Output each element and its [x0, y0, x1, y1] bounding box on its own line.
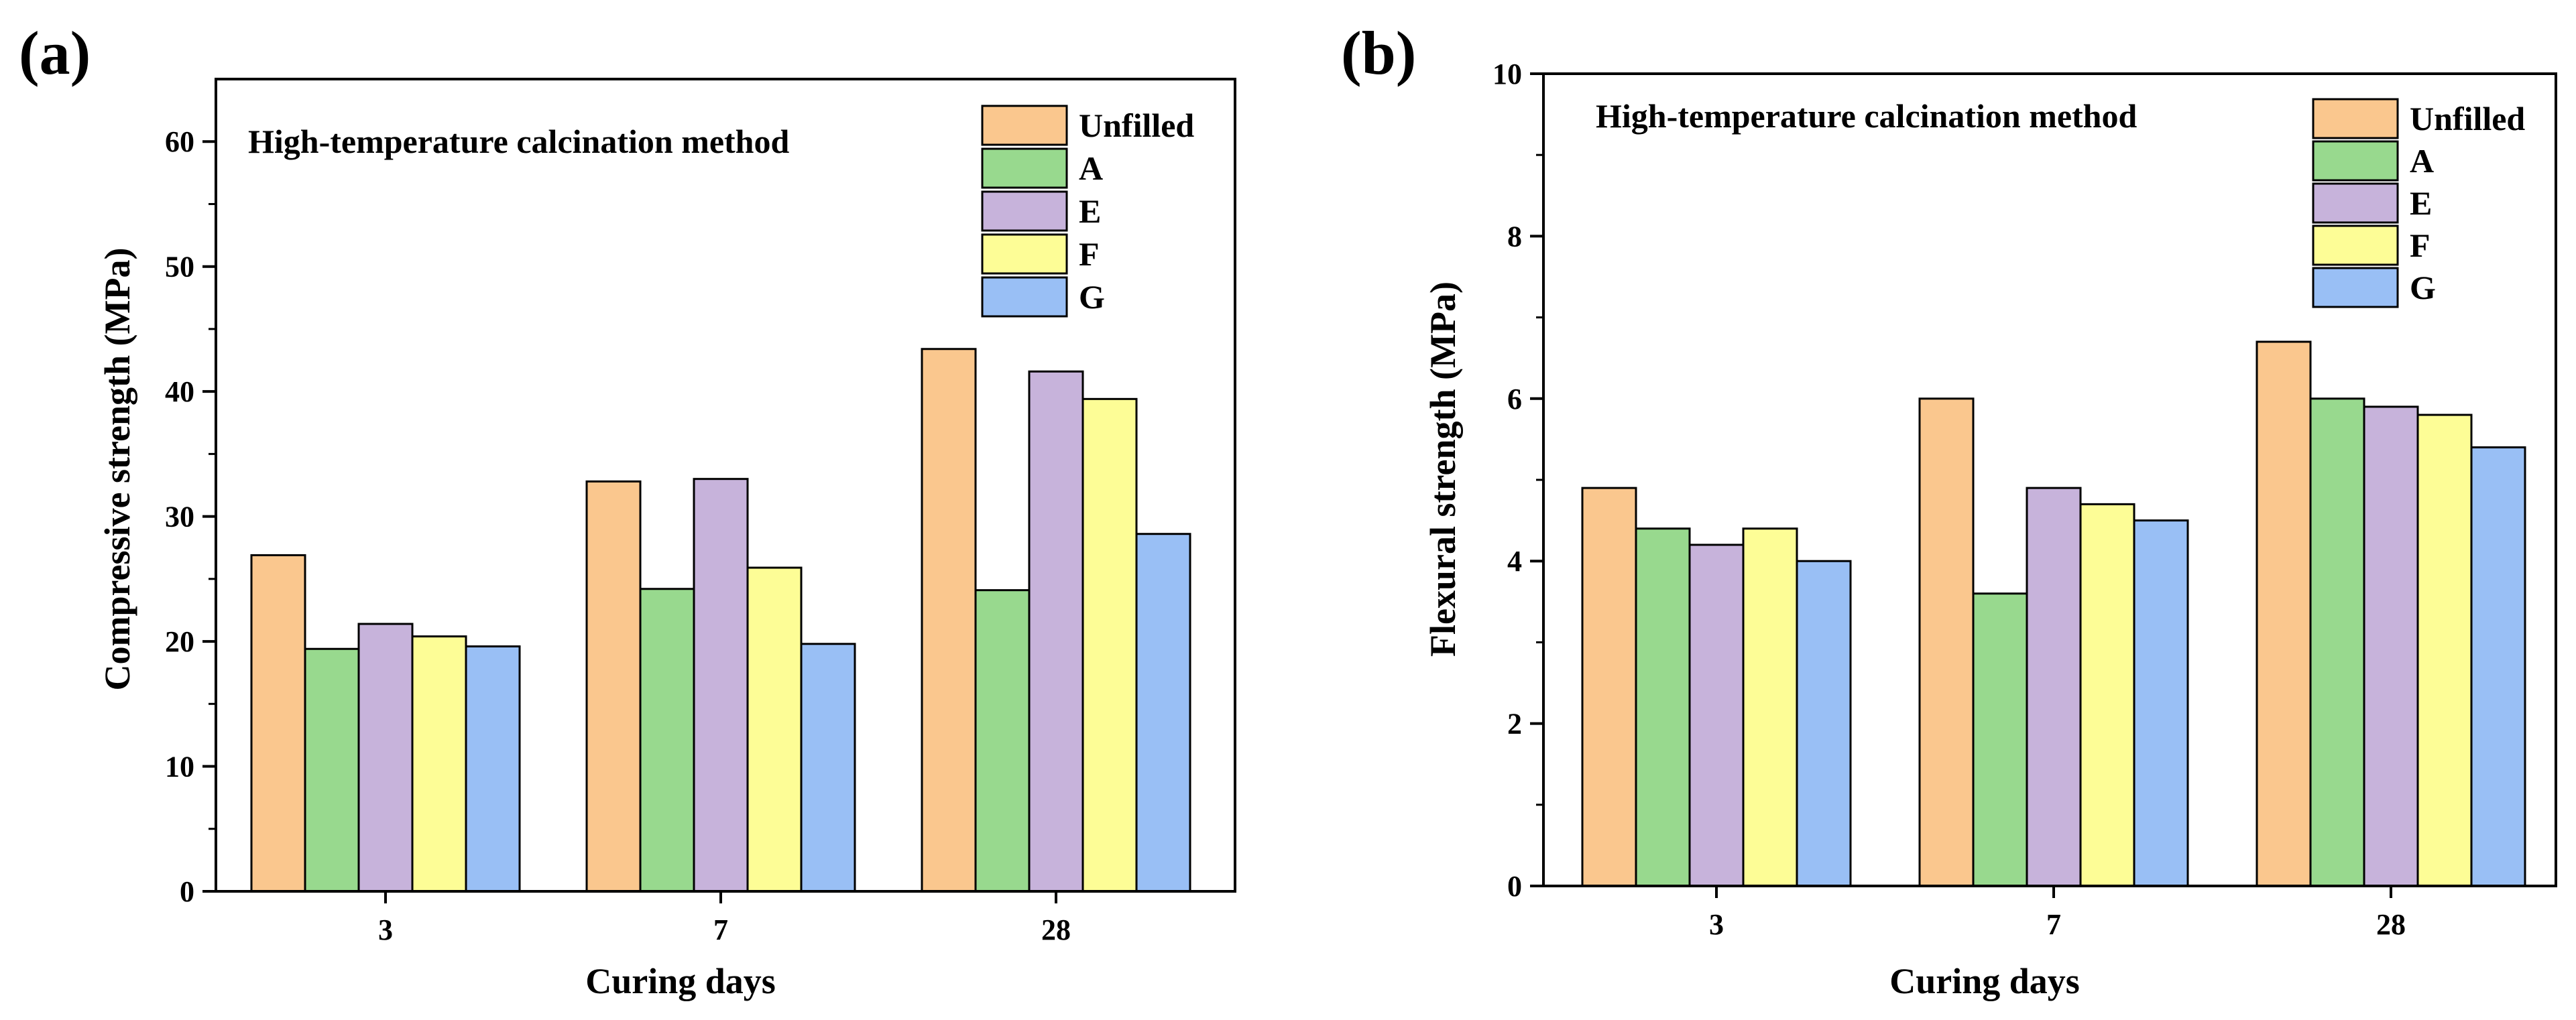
x-tick-label-b-28: 28 [2376, 908, 2406, 941]
y-axis-title-b: Flexural strength (MPa) [1423, 281, 1463, 657]
annotation-b: High-temperature calcination method [1596, 97, 2137, 135]
y-axis-title-a: Compressive strength (MPa) [97, 248, 137, 691]
legend-label-a-g: G [1079, 278, 1105, 316]
bar-a-unfilled-day-28 [921, 348, 977, 893]
legend-swatch-b-f [2312, 225, 2399, 266]
bar-b-e-day-28 [2363, 405, 2419, 887]
bar-b-unfilled-day-7 [1918, 397, 1975, 887]
bar-a-unfilled-day-3 [250, 554, 306, 893]
y-tick-label-b-0: 0 [1507, 870, 1522, 903]
legend-label-a-f: F [1079, 235, 1100, 273]
y-ticks-a: 0 10 20 30 40 50 60 [165, 125, 216, 908]
legend-label-a-a: A [1079, 149, 1103, 187]
bar-a-g-day-7 [800, 643, 856, 893]
bar-b-a-day-3 [1635, 527, 1691, 887]
x-axis-title-b: Curing days [1889, 961, 2080, 1001]
bar-a-e-day-3 [357, 623, 414, 893]
y-tick-label-b-10: 10 [1492, 58, 1522, 90]
x-tick-label-b-7: 7 [2046, 908, 2061, 941]
legend-label-b-f: F [2410, 227, 2431, 264]
bars-a [250, 348, 1191, 893]
legend-label-a-unfilled: Unfilled [1079, 107, 1194, 144]
bar-a-f-day-3 [411, 635, 467, 893]
bar-b-a-day-28 [2309, 397, 2365, 887]
legend-swatch-a-a [981, 147, 1068, 189]
bar-b-unfilled-day-3 [1581, 487, 1637, 887]
legend-label-b-a: A [2410, 142, 2434, 180]
bar-b-g-day-28 [2470, 446, 2526, 887]
y-tick-label-a-50: 50 [165, 251, 194, 283]
bar-a-g-day-28 [1135, 533, 1191, 893]
bar-a-g-day-3 [465, 645, 521, 893]
x-tick-label-a-3: 3 [378, 913, 393, 946]
y-tick-label-a-30: 30 [165, 501, 194, 533]
bar-a-a-day-3 [304, 647, 360, 893]
x-tick-label-a-7: 7 [713, 913, 728, 946]
y-tick-label-a-0: 0 [180, 875, 194, 908]
bar-a-unfilled-day-7 [585, 480, 642, 893]
bar-b-g-day-3 [1796, 560, 1852, 887]
bar-b-a-day-7 [1972, 592, 2028, 887]
y-tick-label-a-40: 40 [165, 375, 194, 408]
y-ticks-b: 0 2 4 6 8 10 [1492, 58, 1543, 903]
bar-a-a-day-28 [974, 589, 1031, 893]
panel-label-b: (b) [1341, 19, 1416, 87]
legend-label-b-e: E [2410, 184, 2432, 222]
legend-swatch-a-e [981, 190, 1068, 232]
x-tick-label-a-28: 28 [1041, 913, 1071, 946]
bar-b-f-day-3 [1742, 527, 1798, 887]
legend-swatch-b-e [2312, 182, 2399, 224]
bars-b [1581, 340, 2526, 887]
y-tick-label-b-4: 4 [1507, 545, 1522, 578]
x-ticks-a: 3 7 28 [378, 891, 1071, 946]
bar-a-e-day-28 [1028, 370, 1084, 893]
x-axis-title-a: Curing days [585, 961, 776, 1001]
bar-b-f-day-28 [2416, 413, 2473, 887]
x-ticks-b: 3 7 28 [1709, 886, 2406, 941]
bar-a-f-day-28 [1081, 397, 1138, 893]
bar-b-g-day-7 [2133, 519, 2189, 887]
legend-swatch-b-a [2312, 140, 2399, 182]
plot-frame-b [1542, 72, 2557, 887]
panel-label-a: (a) [19, 19, 91, 87]
y-tick-label-a-10: 10 [165, 751, 194, 783]
legend-swatch-a-f [981, 233, 1068, 275]
y-tick-label-b-8: 8 [1507, 220, 1522, 253]
x-tick-label-b-3: 3 [1709, 908, 1724, 941]
bar-b-e-day-3 [1688, 544, 1745, 887]
bar-a-f-day-7 [746, 566, 803, 893]
bar-b-unfilled-day-28 [2256, 340, 2312, 887]
bar-b-f-day-7 [2079, 503, 2135, 887]
legend-label-b-g: G [2410, 269, 2436, 306]
legend-label-b-unfilled: Unfilled [2410, 100, 2525, 137]
bar-a-e-day-7 [693, 478, 749, 893]
plot-frame-a [215, 78, 1236, 893]
legend-swatch-b-unfilled [2312, 98, 2399, 139]
y-tick-label-b-6: 6 [1507, 383, 1522, 416]
legend-label-a-e: E [1079, 192, 1101, 230]
y-tick-label-a-20: 20 [165, 625, 194, 658]
y-tick-label-b-2: 2 [1507, 708, 1522, 741]
legend-swatch-a-unfilled [981, 105, 1068, 146]
bar-a-a-day-7 [639, 588, 695, 893]
chart-b: (b) Flexural strength (MPa) Curing days … [1341, 19, 2557, 1001]
legend-swatch-a-g [981, 276, 1068, 318]
y-tick-label-a-60: 60 [165, 125, 194, 158]
annotation-a: High-temperature calcination method [248, 123, 789, 160]
bar-b-e-day-7 [2026, 487, 2082, 887]
chart-a: (a) Compressive strength (MPa) Curing da… [19, 19, 1236, 1001]
legend-swatch-b-g [2312, 267, 2399, 308]
